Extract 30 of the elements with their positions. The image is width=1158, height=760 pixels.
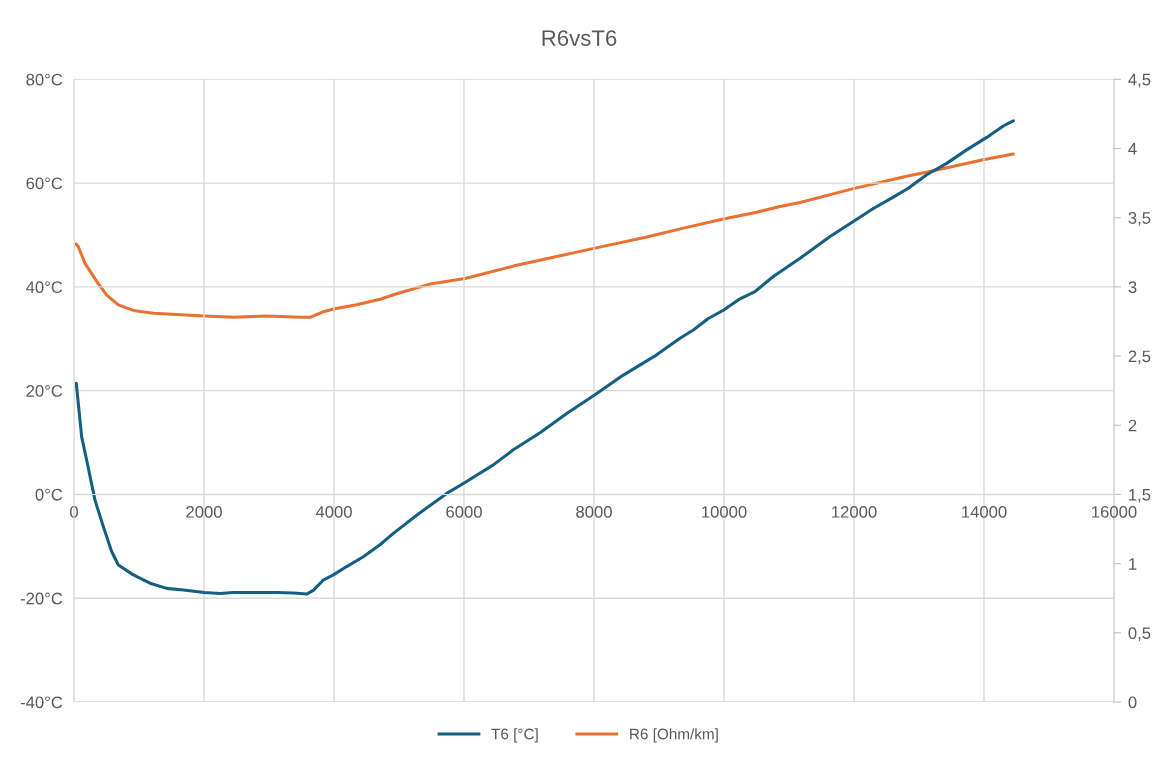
x-tick-label: 14000 — [962, 505, 1007, 518]
y2-tick-label: 4,5 — [1128, 73, 1151, 88]
y2-tick-label: 4 — [1128, 143, 1137, 155]
x-tick-label: 2000 — [186, 505, 222, 518]
y-tick-label: 0°C — [35, 488, 63, 501]
y-tick-label: 80°C — [26, 73, 63, 86]
y-tick-label: -20°C — [20, 592, 63, 605]
x-tick-label: 12000 — [832, 505, 877, 518]
y-tick-label: -40°C — [20, 696, 63, 709]
y2-tick-label: 1 — [1129, 558, 1137, 570]
y2-tick-label: 1,5 — [1129, 489, 1151, 503]
legend-label: R6 [Ohm/km] — [630, 728, 718, 743]
chart-title: R6vsT6 — [542, 30, 617, 46]
y-tick-label: 40°C — [26, 281, 63, 294]
y2-tick-label: 0 — [1128, 696, 1137, 709]
y2-tick-label: 3,5 — [1128, 212, 1151, 226]
x-tick-label: 0 — [70, 505, 78, 518]
y-tick-label: 20°C — [26, 385, 63, 397]
y2-tick-label: 2,5 — [1128, 350, 1151, 365]
y2-tick-label: 2 — [1128, 419, 1137, 432]
x-tick-label: 10000 — [702, 505, 747, 518]
x-tick-label: 16000 — [1092, 505, 1137, 518]
y2-tick-label: 0,5 — [1128, 627, 1151, 641]
x-tick-label: 4000 — [315, 505, 352, 518]
y-tick-label: 60°C — [26, 177, 63, 190]
legend-label: T6 [°C] — [491, 728, 538, 743]
x-tick-label: 8000 — [576, 505, 612, 518]
line-series — [74, 152, 1015, 319]
x-tick-label: 6000 — [446, 505, 482, 518]
y2-tick-label: 3 — [1128, 281, 1137, 294]
